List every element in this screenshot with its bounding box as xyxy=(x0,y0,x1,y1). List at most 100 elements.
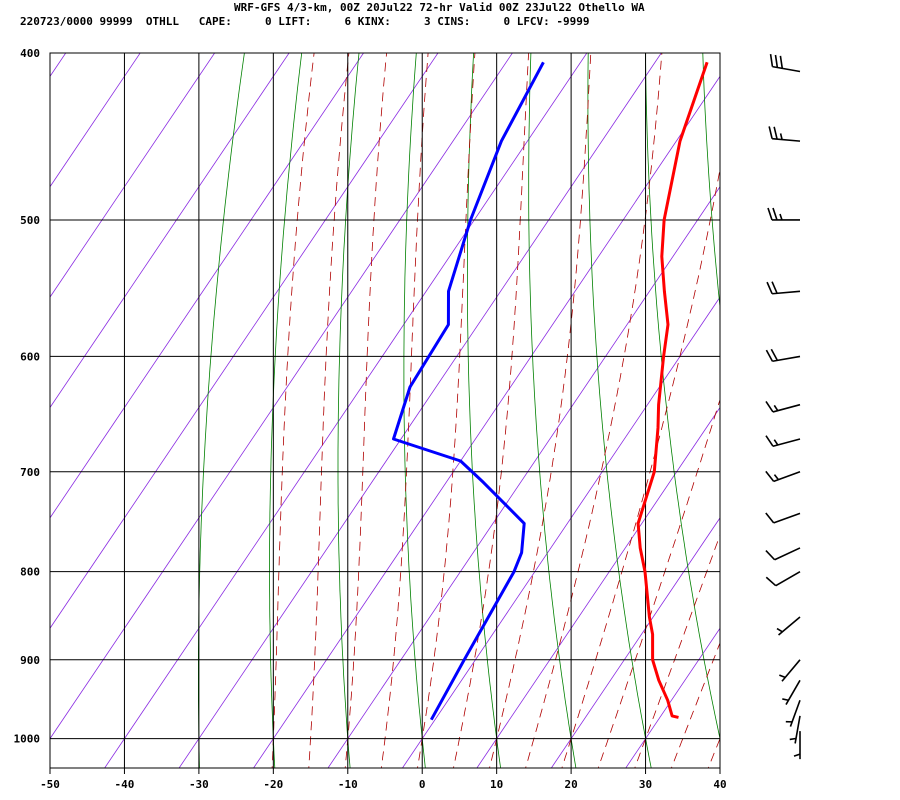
wind-barb-feather xyxy=(779,55,784,69)
temperature-profile xyxy=(636,61,709,719)
moist-adiabat xyxy=(525,53,663,768)
wind-barb-feather xyxy=(765,550,776,561)
wind-barb xyxy=(766,281,801,295)
wind-barb xyxy=(767,207,800,221)
wind-barb xyxy=(765,400,801,413)
isotherm xyxy=(0,34,4,775)
isotherm xyxy=(327,186,720,768)
isotherm xyxy=(401,296,720,768)
temperature-tick-label: -50 xyxy=(40,778,60,791)
wind-barb-feather xyxy=(769,53,774,67)
temperature-tick-label: -40 xyxy=(115,778,135,791)
moist-adiabat xyxy=(597,398,720,768)
wind-barb-feather xyxy=(772,207,778,221)
isotherm xyxy=(50,53,290,409)
wind-barb xyxy=(782,679,801,705)
pressure-tick-label: 800 xyxy=(20,566,40,579)
isotherm xyxy=(178,53,662,768)
wind-barb xyxy=(785,699,801,727)
wind-barb-feather xyxy=(774,54,779,68)
moist-adiabat xyxy=(489,53,592,768)
axis-labels: 400 500 600 700 800 900 1000 -50 -40 -30 -20 -10 0 10… xyxy=(14,47,727,791)
pressure-tick-label: 900 xyxy=(20,654,40,667)
temperature-tick-label: 30 xyxy=(639,778,652,791)
wind-barb-half-feather xyxy=(773,474,780,481)
moist-adiabat xyxy=(417,53,476,768)
wind-barb-feather xyxy=(765,349,774,362)
isotherm xyxy=(50,53,439,629)
wind-barb xyxy=(789,715,801,744)
wind-barb-half-feather xyxy=(782,698,789,702)
wind-barb-half-feather xyxy=(779,133,783,140)
wind-barb xyxy=(765,547,801,561)
wind-barb-half-feather xyxy=(789,737,797,741)
wind-barb xyxy=(776,616,801,636)
wind-barb-feather xyxy=(766,281,773,295)
wind-barb xyxy=(765,348,801,363)
dry-adiabat xyxy=(197,53,245,768)
isotherm xyxy=(625,627,720,768)
wind-barb xyxy=(765,435,801,447)
dry-adiabat xyxy=(587,53,652,768)
isotherm xyxy=(50,53,141,188)
moist-adiabat xyxy=(344,53,388,768)
wind-barb-half-feather xyxy=(773,439,779,446)
wind-barb-half-feather xyxy=(773,404,779,412)
sounding-indices: 220723/0000 99999 OTHLL CAPE: 0 LIFT: 6 … xyxy=(20,15,590,28)
moist-adiabat-lines xyxy=(271,53,720,768)
wind-barb-feather xyxy=(765,470,775,482)
wind-barb-staff xyxy=(773,512,801,524)
chart-title: WRF-GFS 4/3-km, 00Z 20Jul22 72-hr Valid … xyxy=(234,1,645,14)
sounding-profiles xyxy=(392,61,709,721)
temperature-tick-label: 40 xyxy=(713,778,726,791)
moist-adiabat xyxy=(707,737,720,768)
temperature-tick-label: 10 xyxy=(490,778,503,791)
wind-barb-feather xyxy=(773,126,778,140)
wind-barbs xyxy=(765,53,801,760)
plot-frame xyxy=(49,52,721,769)
grid-lines xyxy=(50,52,720,768)
pressure-tick-label: 1000 xyxy=(14,733,41,746)
pressure-tick-label: 700 xyxy=(20,466,40,479)
moist-adiabat xyxy=(634,533,720,768)
wind-barb-feather xyxy=(768,126,773,139)
dry-adiabat xyxy=(466,53,502,768)
temperature-tick-label: 0 xyxy=(419,778,426,791)
wind-barb-feather xyxy=(767,207,773,221)
moist-adiabat xyxy=(670,641,720,768)
dry-adiabat xyxy=(871,15,900,776)
dry-adiabat xyxy=(645,53,720,741)
isotherm xyxy=(50,53,365,519)
wind-barb xyxy=(779,659,801,682)
pressure-tick-label: 500 xyxy=(20,214,40,227)
wind-barb-half-feather xyxy=(776,627,783,633)
wind-barb xyxy=(765,570,801,587)
moist-adiabat xyxy=(271,53,315,768)
moist-adiabat xyxy=(380,53,429,768)
wind-barb-half-feather xyxy=(779,674,786,679)
dry-adiabat xyxy=(528,53,577,768)
pressure-tick-label: 400 xyxy=(20,47,40,60)
isotherm xyxy=(476,406,720,768)
wind-barb-half-feather xyxy=(779,213,783,221)
dewpoint-profile xyxy=(392,61,545,721)
isotherm xyxy=(253,75,720,768)
temperature-tick-label: -30 xyxy=(189,778,209,791)
wind-barb xyxy=(765,512,801,524)
moist-adiabat xyxy=(308,53,350,768)
isotherm xyxy=(50,53,513,740)
isotherm-lines xyxy=(0,34,720,775)
wind-barb-staff xyxy=(774,547,801,561)
wind-barb-staff xyxy=(775,570,801,587)
wind-barb xyxy=(765,470,801,483)
wind-barb xyxy=(769,53,801,73)
dry-adiabat xyxy=(269,53,303,768)
wind-barb-feather xyxy=(765,576,777,587)
wind-barb xyxy=(768,126,801,142)
chart-header: WRF-GFS 4/3-km, 00Z 20Jul22 72-hr Valid … xyxy=(0,0,900,30)
wind-barb-feather xyxy=(765,400,774,413)
isotherm xyxy=(550,517,720,768)
isotherm xyxy=(104,53,588,768)
moist-adiabat xyxy=(453,53,530,768)
